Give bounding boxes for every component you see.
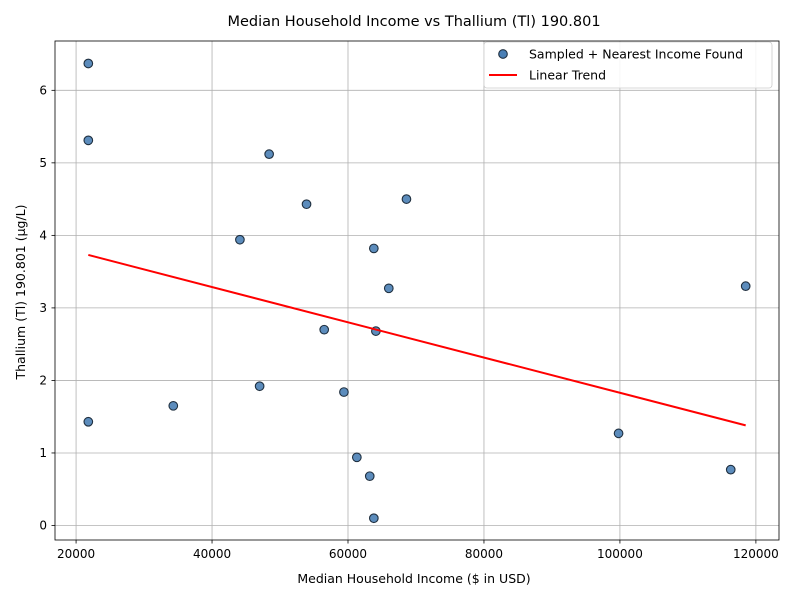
y-tick-label: 2: [39, 373, 47, 387]
data-point: [264, 149, 274, 159]
data-point: [740, 281, 751, 291]
trend-line: [88, 253, 746, 427]
data-point: [368, 243, 379, 254]
grid-lines: [55, 41, 779, 540]
x-axis-label: Median Household Income ($ in USD): [297, 571, 530, 586]
data-point: [83, 416, 94, 427]
data-point: [301, 199, 312, 210]
series-layer: [83, 58, 751, 524]
data-point: [383, 283, 394, 294]
legend-marker-swatch: [498, 49, 508, 59]
x-tick-label: 80000: [465, 547, 503, 561]
data-point: [339, 387, 349, 397]
data-point: [235, 234, 245, 245]
data-point: [364, 471, 375, 482]
data-point: [368, 513, 379, 524]
legend-entry-label: Sampled + Nearest Income Found: [529, 47, 743, 62]
data-point: [351, 452, 362, 463]
x-tick-label: 120000: [733, 547, 779, 561]
y-tick-label: 1: [39, 446, 47, 460]
y-tick-label: 0: [39, 518, 47, 532]
chart-title: Median Household Income vs Thallium (Tl)…: [227, 14, 600, 30]
axis-ticks: 20000 40000 60000 80000 100000 120000 0 1 2 3 4 5 6: [39, 83, 778, 561]
y-tick-label: 6: [39, 83, 47, 97]
x-tick-label: 100000: [597, 547, 643, 561]
data-point: [83, 58, 94, 69]
legend: Sampled + Nearest Income Found Linear Tre…: [483, 41, 773, 89]
data-point: [168, 400, 179, 411]
x-tick-label: 60000: [329, 547, 367, 561]
y-tick-label: 4: [39, 228, 47, 242]
y-tick-label: 5: [39, 156, 47, 170]
axes-frame: [54, 40, 780, 541]
x-tick-label: 40000: [193, 547, 231, 561]
data-point: [254, 381, 265, 392]
data-point: [401, 194, 412, 204]
y-axis-label: Thallium (Tl) 190.801 (µg/L): [13, 204, 28, 380]
x-tick-label: 20000: [57, 547, 95, 561]
data-point: [319, 324, 330, 335]
y-tick-label: 3: [39, 301, 47, 315]
legend-box: [483, 41, 773, 89]
data-point: [725, 464, 736, 475]
legend-entry-label: Linear Trend: [529, 68, 606, 83]
data-point: [83, 135, 94, 146]
data-point: [613, 428, 624, 439]
plot-area: [54, 40, 780, 541]
